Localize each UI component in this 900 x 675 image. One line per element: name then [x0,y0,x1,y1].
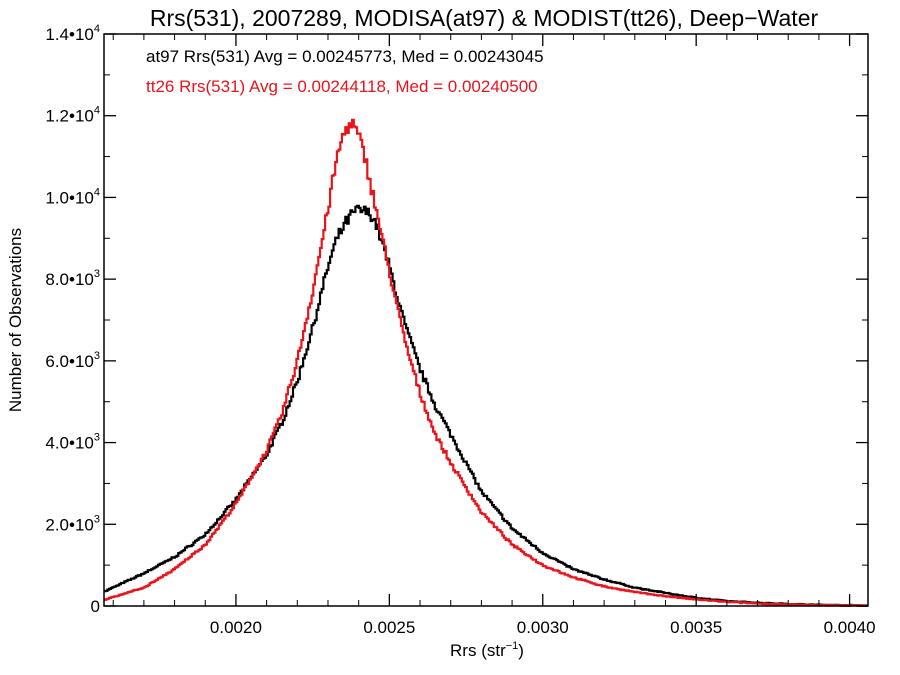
x-tick-label: 0.0025 [363,618,415,637]
y-tick-label: 0 [91,597,100,616]
x-axis-label-tail: ) [518,641,524,660]
histogram-series-0 [104,204,868,607]
x-tick-label: 0.0040 [824,618,876,637]
annotation-tt26-stats: tt26 Rrs(531) Avg = 0.00244118, Med = 0.… [146,77,538,96]
y-tick-label: 1.0•104 [45,186,100,207]
x-axis-label-superscript: −1 [506,640,519,652]
x-axis-label: Rrs (str−1) [450,640,524,660]
chart-title: Rrs(531), 2007289, MODISA(at97) & MODIST… [150,5,819,31]
x-axis-label-main: Rrs (str [450,641,506,660]
x-tick-label: 0.0035 [670,618,722,637]
annotation-at97-stats: at97 Rrs(531) Avg = 0.00245773, Med = 0.… [146,47,544,66]
x-tick-label: 0.0030 [517,618,569,637]
y-tick-label: 1.4•104 [45,23,100,44]
x-tick-label: 0.0020 [210,618,262,637]
y-tick-label: 6.0•103 [45,350,100,371]
y-tick-label: 4.0•103 [45,432,100,453]
y-tick-label: 1.2•104 [45,105,100,126]
histogram-series-1 [104,118,868,607]
y-tick-label: 8.0•103 [45,268,100,289]
y-axis-label: Number of Observations [6,228,25,412]
y-tick-label: 2.0•103 [45,513,100,534]
